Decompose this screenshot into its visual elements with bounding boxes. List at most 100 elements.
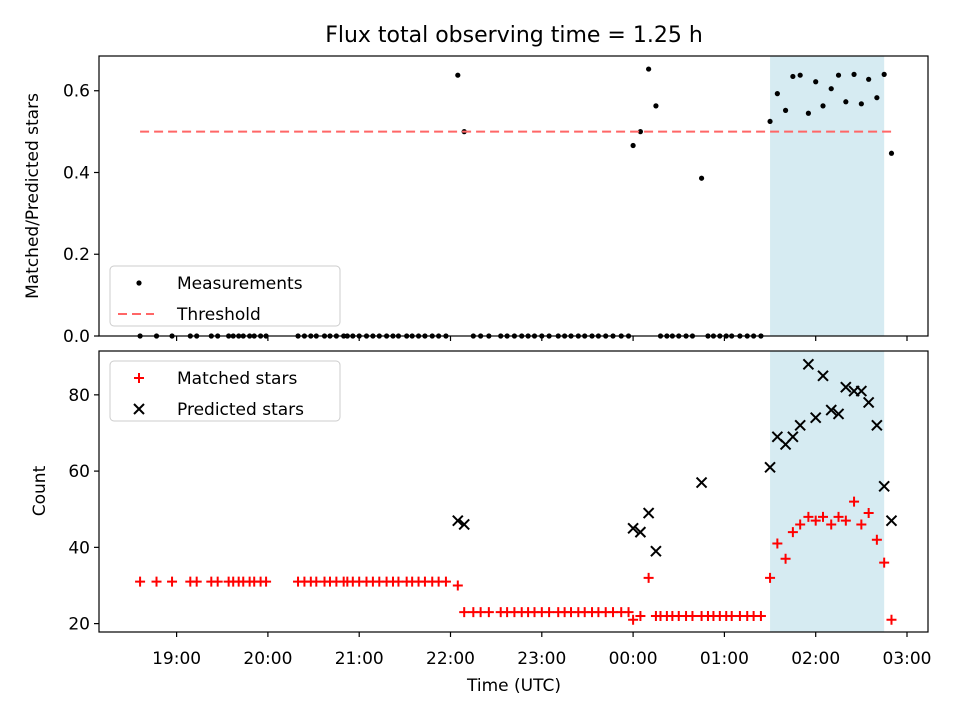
data-point <box>628 614 639 625</box>
data-point <box>780 553 791 564</box>
top-y-axis-label: Matched/Predicted stars <box>23 93 43 299</box>
legend-0: Measurements Threshold <box>109 265 341 327</box>
data-point <box>642 507 655 519</box>
panel-0: 0.0 0.2 0.4 0.6 Measurements Threshold <box>63 55 929 347</box>
data-point <box>803 511 814 522</box>
data-point <box>623 607 634 618</box>
data-point <box>881 71 887 77</box>
data-point <box>855 385 868 397</box>
legend-box <box>109 265 341 327</box>
data-point <box>695 476 708 489</box>
data-point <box>687 610 698 621</box>
data-point <box>826 519 837 530</box>
data-point <box>787 527 798 538</box>
data-point <box>767 118 773 125</box>
y-tick-label: 20 <box>68 615 90 635</box>
data-point <box>191 576 202 587</box>
plot-layers: 0.0 0.2 0.4 0.6 Measurements Threshold 20 40 60 8… <box>63 55 932 669</box>
data-point <box>782 107 789 113</box>
data-point <box>630 142 636 149</box>
x-tick-label: 02:00 <box>791 649 840 669</box>
data-point <box>809 412 822 424</box>
x-tick-label: 01:00 <box>700 649 749 669</box>
data-point <box>544 607 555 618</box>
legend-label: Measurements <box>177 274 303 294</box>
data-point <box>818 511 829 522</box>
data-point <box>483 607 494 618</box>
data-point <box>135 576 146 587</box>
data-point <box>643 572 654 583</box>
y-tick-label: 0.4 <box>63 163 90 183</box>
y-tick-label: 80 <box>68 386 90 406</box>
x-axis-label: Time (UTC) <box>466 676 561 696</box>
axes-frame <box>98 350 929 633</box>
data-point <box>795 519 806 530</box>
x-tick-label: 21:00 <box>335 649 384 669</box>
data-point <box>440 576 451 587</box>
data-point <box>794 419 806 432</box>
series-1-0 <box>135 496 897 625</box>
data-point <box>797 72 803 78</box>
data-point <box>835 72 842 78</box>
legend-1: Matched stars Predicted stars <box>109 360 341 422</box>
data-point <box>764 461 776 473</box>
data-point <box>878 480 890 493</box>
data-point <box>635 610 646 621</box>
series-0-0 <box>137 66 895 339</box>
data-point <box>843 99 849 105</box>
data-point <box>459 607 470 618</box>
data-point <box>832 408 845 420</box>
legend-swatch <box>133 403 145 415</box>
data-point <box>828 86 834 92</box>
y-tick-label: 60 <box>68 462 90 482</box>
x-tick-label: 22:00 <box>426 649 475 669</box>
data-point <box>833 511 844 522</box>
data-point <box>452 580 463 591</box>
observing-window-span <box>770 351 885 632</box>
data-point <box>212 576 223 587</box>
axes-frame <box>98 55 929 337</box>
data-point <box>653 103 659 109</box>
x-tick-label: 19:00 <box>152 649 201 669</box>
data-point <box>813 79 819 85</box>
data-point <box>646 66 652 72</box>
data-point <box>817 370 829 382</box>
y-tick-label: 0.0 <box>63 327 90 347</box>
legend-box <box>109 360 341 422</box>
data-point <box>755 610 766 621</box>
legend-label: Matched stars <box>177 369 297 389</box>
data-point <box>774 91 780 97</box>
legend-swatch <box>134 373 144 383</box>
data-point <box>840 515 851 526</box>
data-point <box>790 73 796 80</box>
data-point <box>886 614 897 625</box>
data-point <box>167 576 178 587</box>
chart-title: Flux total observing time = 1.25 h <box>325 23 703 48</box>
data-point <box>151 576 162 587</box>
bottom-y-axis-label: Count <box>30 465 50 516</box>
y-tick-label: 0.6 <box>63 82 90 102</box>
data-point <box>261 576 272 587</box>
data-point <box>698 175 705 181</box>
data-point <box>885 514 898 527</box>
data-point <box>825 404 837 416</box>
y-tick-label: 40 <box>68 538 90 558</box>
data-point <box>879 557 890 568</box>
data-point <box>634 526 647 538</box>
legend-label: Threshold <box>176 305 261 325</box>
observing-window-span <box>770 56 885 336</box>
data-point <box>765 572 776 583</box>
data-point <box>452 514 464 527</box>
panel-1: 20 40 60 80 Matched stars Predicted stars <box>68 350 929 637</box>
data-point <box>851 71 857 77</box>
data-point <box>787 431 799 443</box>
y-tick-label: 0.2 <box>63 245 90 265</box>
legend-label: Predicted stars <box>177 400 304 420</box>
data-point <box>820 103 826 109</box>
data-point <box>840 381 852 393</box>
data-point <box>810 515 821 526</box>
data-point <box>862 396 875 409</box>
data-point <box>888 150 895 156</box>
x-tick-labels: 19:00 20:00 21:00 22:00 23:00 00:00 01:00 02:00… <box>152 649 931 669</box>
